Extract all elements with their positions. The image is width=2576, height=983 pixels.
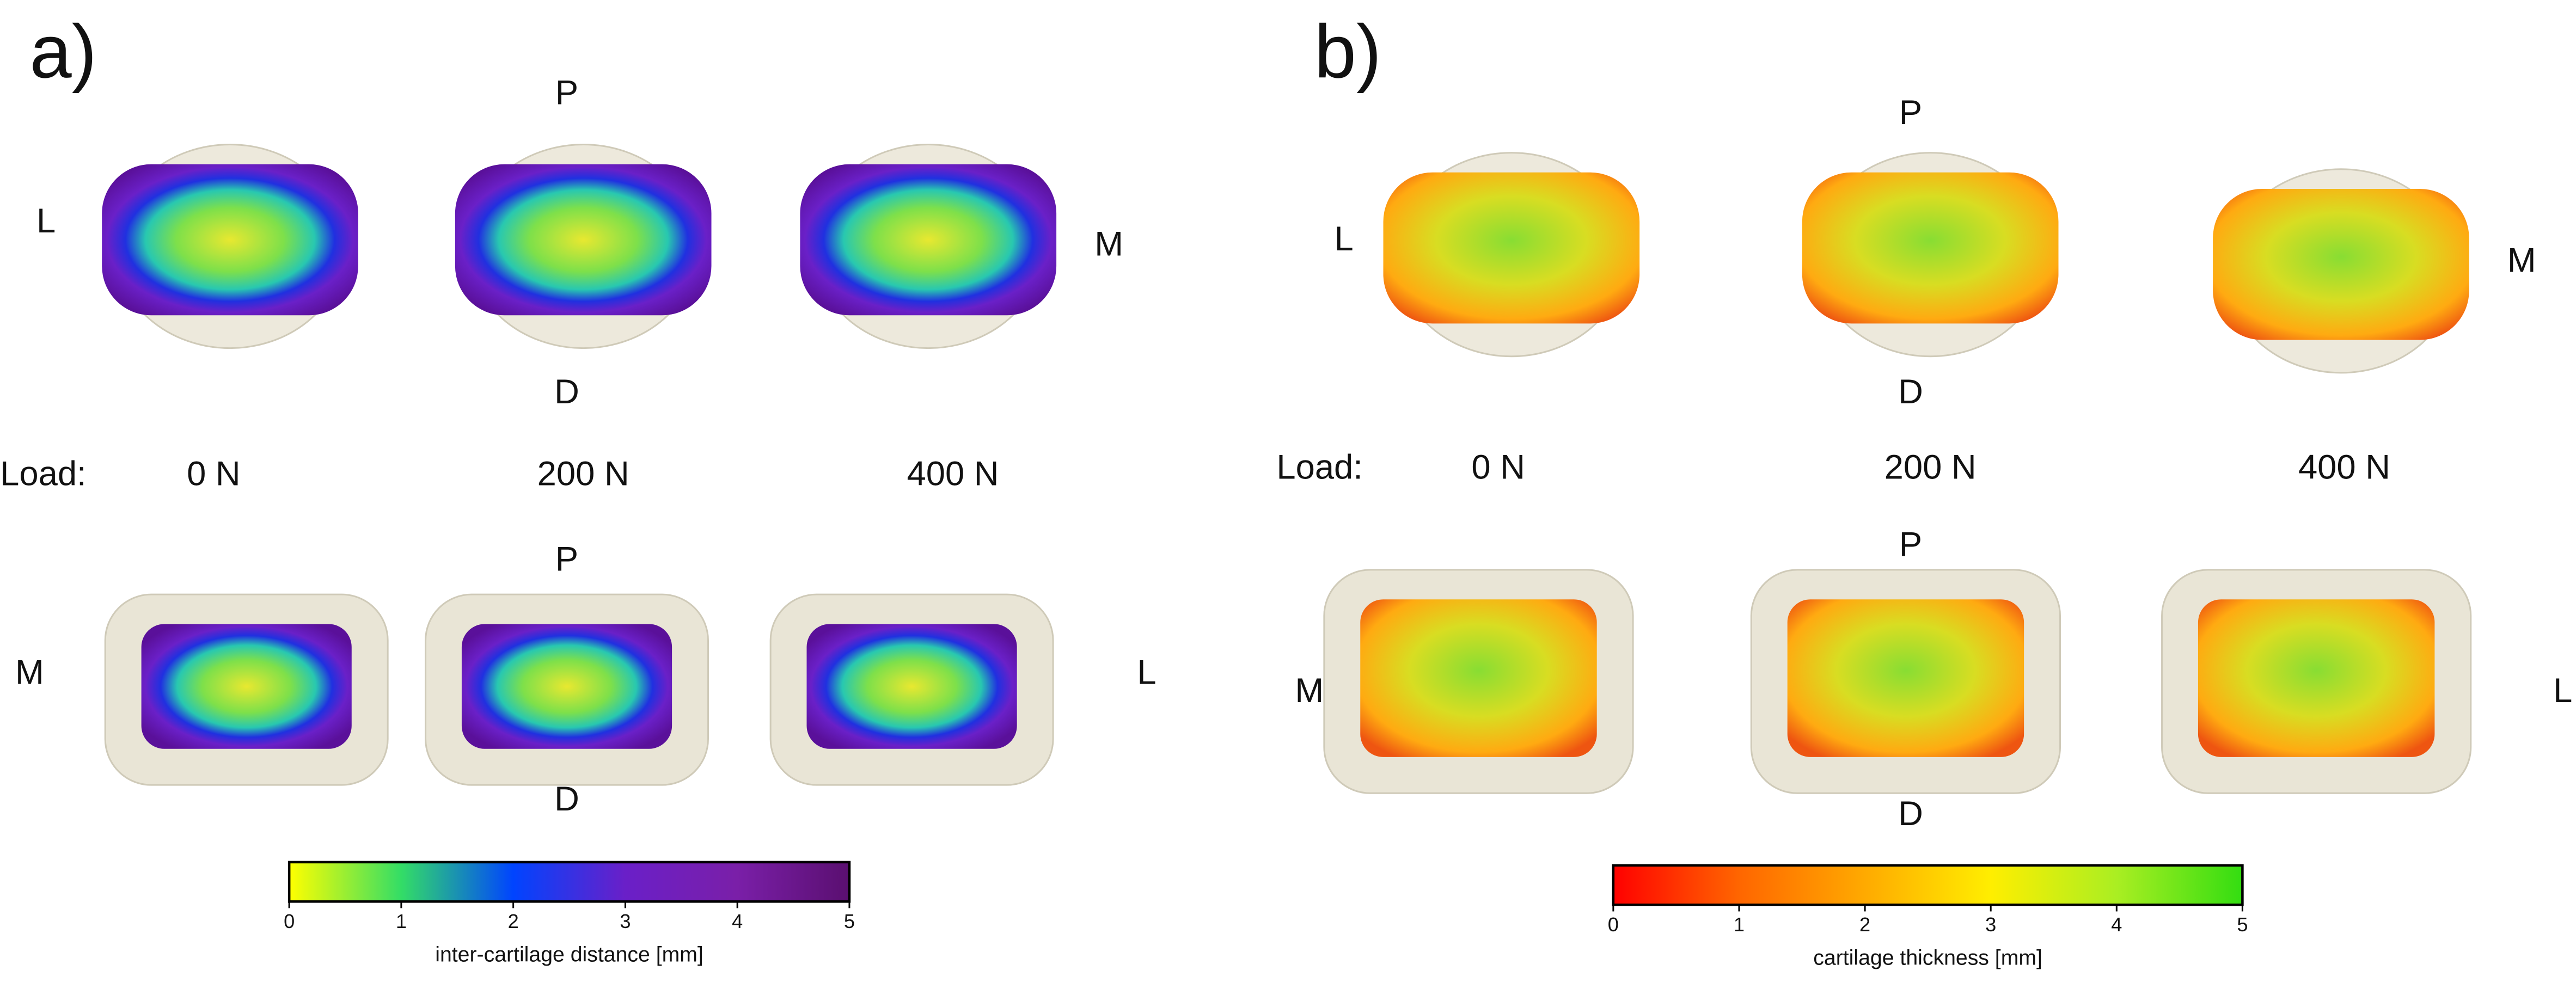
orientation-label: D	[554, 373, 579, 411]
colorbar-tick-label: 0	[1608, 913, 1619, 936]
orientation-label: P	[1899, 94, 1922, 132]
cartilage	[1802, 172, 2059, 324]
colorbar-tick-label: 3	[620, 910, 631, 932]
cartilage	[2198, 599, 2435, 757]
orientation-label: M	[2507, 241, 2536, 279]
orientation-label: P	[555, 540, 578, 579]
panel-label: a)	[29, 9, 96, 94]
colorbar-tick-label: 2	[508, 910, 519, 932]
orientation-label: L	[2553, 672, 2572, 710]
orientation-label: D	[1898, 373, 1923, 411]
colorbar-tick-label: 2	[1859, 913, 1870, 936]
panel-label: b)	[1314, 9, 1381, 94]
colorbar	[287, 861, 851, 903]
orientation-label: D	[554, 780, 579, 818]
colorbar-tick-label: 1	[1734, 913, 1745, 936]
cartilage	[800, 164, 1057, 316]
orientation-label: M	[15, 654, 44, 692]
load-value: 0 N	[1471, 449, 1525, 487]
load-value: 0 N	[187, 455, 241, 493]
cartilage	[455, 164, 712, 316]
colorbar	[1612, 864, 2244, 906]
load-value: 400 N	[2298, 449, 2390, 487]
colorbar-tick-label: 5	[844, 910, 855, 932]
colorbar-tick-label: 1	[396, 910, 407, 932]
orientation-label: D	[1898, 795, 1923, 833]
renderings	[102, 143, 2472, 794]
orientation-label: P	[1899, 525, 1922, 563]
colorbar-label: cartilage thickness [mm]	[1813, 945, 2042, 969]
load-value: 400 N	[907, 455, 999, 493]
colorbar-tick-label: 5	[2237, 913, 2248, 936]
colorbar-tick-label: 3	[1985, 913, 1996, 936]
colorbar-tick-label: 0	[284, 910, 295, 932]
cartilage	[1787, 599, 2024, 757]
cartilage	[1383, 172, 1640, 324]
colorbar-label: inter-cartilage distance [mm]	[435, 942, 703, 966]
orientation-label: M	[1295, 672, 1324, 710]
colorbar-tick-label: 4	[732, 910, 743, 932]
cartilage	[461, 624, 672, 749]
load-value: 200 N	[1884, 449, 1977, 487]
colorbar-tick-label: 4	[2111, 913, 2122, 936]
cartilage	[102, 164, 358, 316]
cartilage	[806, 624, 1017, 749]
cartilage	[2213, 188, 2469, 340]
orientation-label: P	[555, 74, 578, 112]
load-value: 200 N	[537, 455, 629, 493]
orientation-label: L	[1137, 654, 1156, 692]
load-label: Load:	[1276, 449, 1363, 487]
orientation-label: L	[1334, 220, 1353, 258]
orientation-label: L	[36, 202, 56, 240]
load-label: Load:	[0, 455, 87, 493]
orientation-label: M	[1094, 225, 1123, 263]
cartilage	[141, 624, 352, 749]
cartilage	[1360, 599, 1597, 757]
